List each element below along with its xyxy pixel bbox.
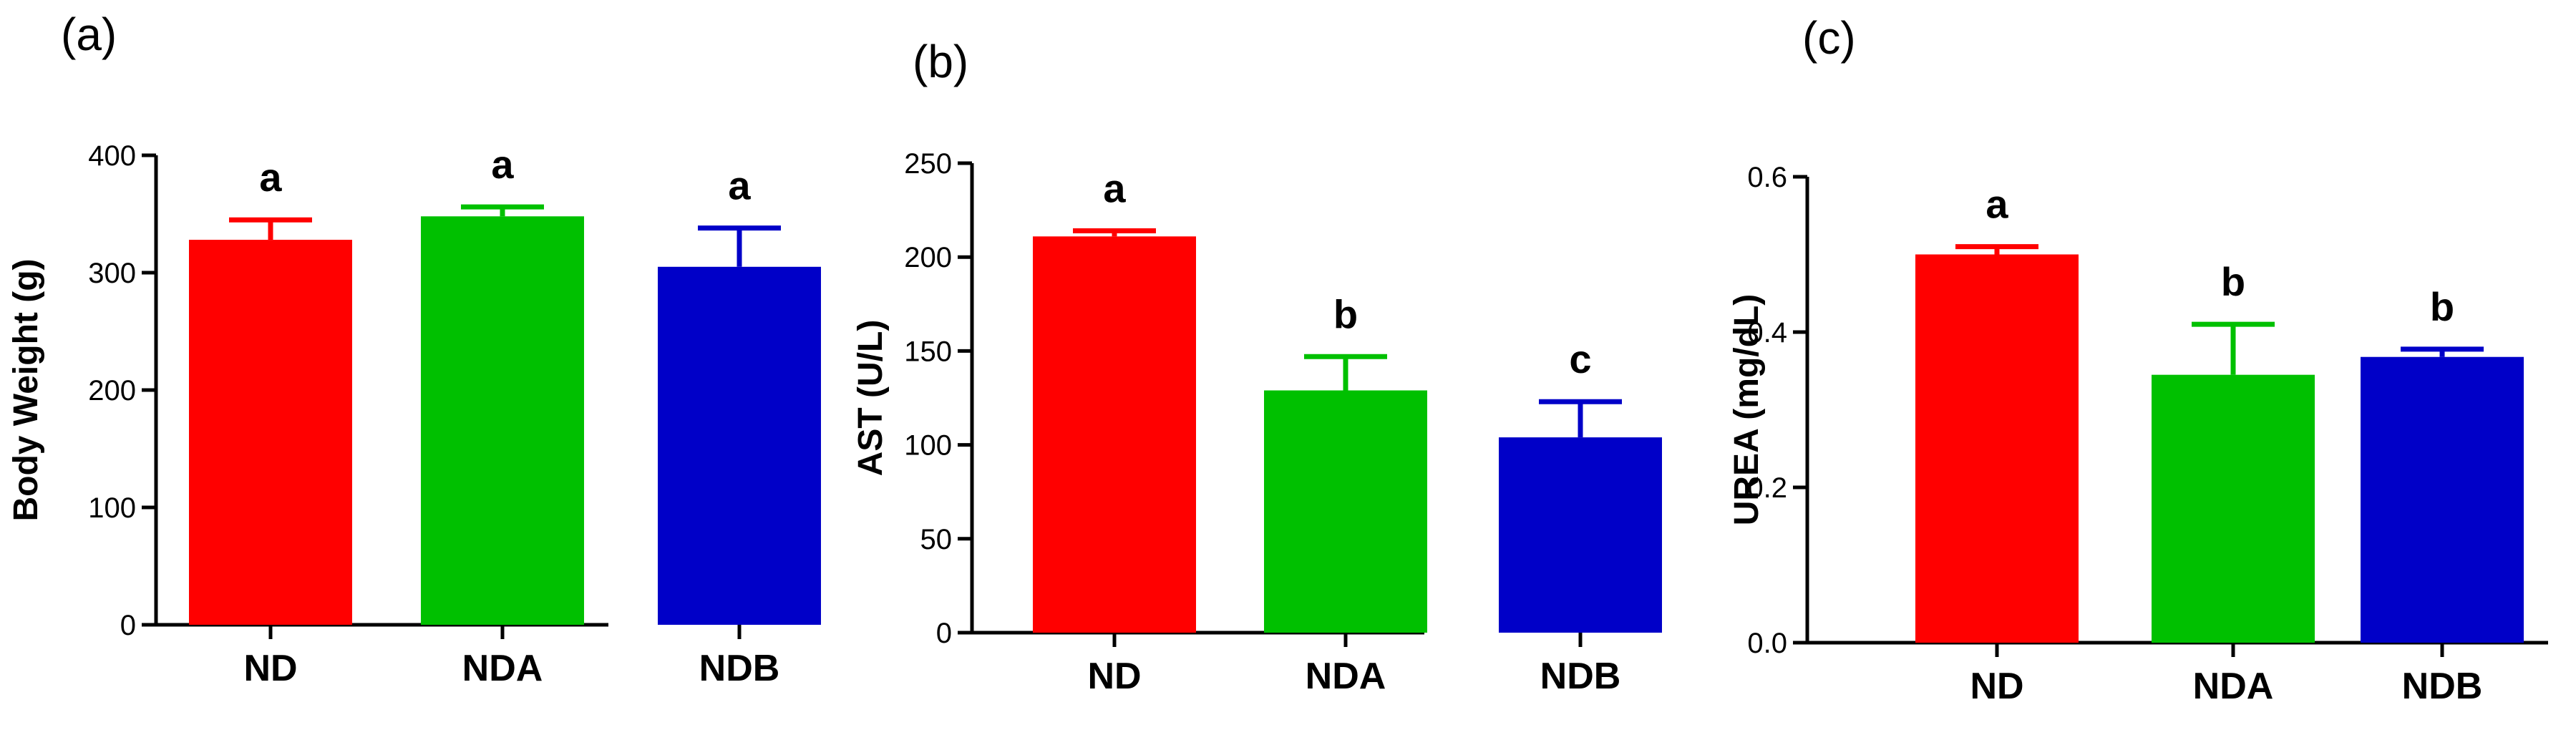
y-tick-label: 200 — [904, 242, 952, 273]
y-tick-label: 0.2 — [1747, 472, 1787, 504]
chart-panel-2: (b) AST (U/L) 0 50 100 150 200 250 a ND b NDA c NDB — [852, 36, 1662, 697]
y-tick-label: 0.6 — [1747, 162, 1787, 193]
y-tick-label: 0 — [936, 618, 952, 649]
bar-nd — [1915, 254, 2079, 643]
y-axis-label: UREA (mg/dL) — [1728, 294, 1766, 526]
y-tick-label: 300 — [88, 258, 136, 289]
x-tick-label: ND — [1087, 656, 1141, 697]
chart-panel-3: (c) UREA (mg/dL) 0.0 0.2 0.4 0.6 a ND b NDA b NDB — [1728, 12, 2548, 707]
y-tick-label: 400 — [88, 140, 136, 172]
bar-ndb — [2361, 356, 2524, 643]
y-tick-label: 100 — [88, 492, 136, 524]
y-tick-label: 200 — [88, 375, 136, 407]
y-tick-label: 250 — [904, 148, 952, 180]
bar-nd — [189, 240, 352, 626]
x-tick-label: NDB — [1540, 656, 1621, 697]
significance-label: a — [491, 142, 514, 187]
bar-nda — [2152, 374, 2315, 643]
chart-panel-1: (a) Body Weight (g) 0 100 200 300 400 a ND a NDA a N… — [7, 9, 821, 689]
panel-label: (c) — [1802, 12, 1856, 64]
panel-label: (b) — [913, 36, 968, 87]
x-tick-label: ND — [243, 648, 297, 689]
panel-label: (a) — [61, 9, 117, 60]
x-tick-label: NDB — [2402, 666, 2483, 707]
bar-ndb — [1499, 437, 1662, 633]
y-tick-label: 0 — [120, 610, 136, 641]
significance-label: a — [259, 155, 282, 200]
bar-ndb — [658, 266, 821, 625]
significance-label: b — [2430, 284, 2454, 329]
significance-label: a — [728, 163, 751, 208]
y-tick-label: 100 — [904, 430, 952, 462]
significance-label: a — [1103, 165, 1126, 210]
y-tick-label: 0.4 — [1747, 317, 1787, 349]
x-tick-label: NDA — [2193, 666, 2274, 707]
bar-nda — [1264, 390, 1427, 633]
significance-label: b — [2221, 259, 2245, 304]
x-tick-label: NDA — [1306, 656, 1386, 697]
y-tick-label: 150 — [904, 336, 952, 367]
bar-nda — [421, 216, 584, 625]
bar-nd — [1033, 236, 1196, 633]
y-tick-label: 0.0 — [1747, 628, 1787, 659]
significance-label: b — [1333, 291, 1358, 336]
y-axis-label: AST (U/L) — [852, 320, 890, 477]
significance-label: a — [1986, 182, 2008, 227]
y-axis-label: Body Weight (g) — [7, 258, 45, 521]
y-tick-label: 50 — [920, 524, 953, 555]
x-tick-label: ND — [1970, 666, 2023, 707]
x-tick-label: NDB — [699, 648, 780, 689]
significance-label: c — [1569, 336, 1591, 381]
x-tick-label: NDA — [462, 648, 543, 689]
